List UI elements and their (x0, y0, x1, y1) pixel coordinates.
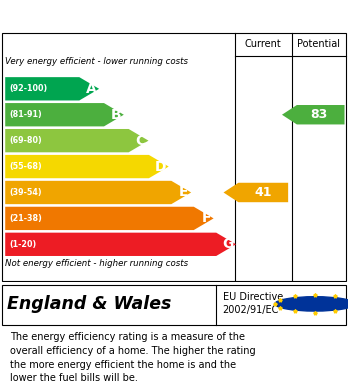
Text: (55-68): (55-68) (9, 162, 42, 171)
Ellipse shape (275, 297, 348, 311)
Text: G: G (222, 237, 233, 251)
Text: B: B (110, 108, 121, 122)
Text: (1-20): (1-20) (9, 240, 37, 249)
Text: Energy Efficiency Rating: Energy Efficiency Rating (10, 9, 232, 23)
Text: (92-100): (92-100) (9, 84, 48, 93)
Text: Not energy efficient - higher running costs: Not energy efficient - higher running co… (5, 258, 188, 267)
Text: Very energy efficient - lower running costs: Very energy efficient - lower running co… (5, 57, 188, 66)
Text: EU Directive
2002/91/EC: EU Directive 2002/91/EC (223, 292, 283, 316)
Text: D: D (155, 160, 166, 174)
Text: (39-54): (39-54) (9, 188, 42, 197)
Text: Current: Current (245, 39, 282, 49)
Text: England & Wales: England & Wales (7, 295, 171, 313)
Polygon shape (5, 233, 236, 256)
Text: (69-80): (69-80) (9, 136, 42, 145)
Text: (81-91): (81-91) (9, 110, 42, 119)
Polygon shape (282, 105, 345, 124)
Text: F: F (201, 212, 211, 225)
Polygon shape (223, 183, 288, 202)
Polygon shape (5, 155, 169, 178)
Polygon shape (5, 77, 99, 100)
Text: A: A (86, 82, 96, 96)
Text: The energy efficiency rating is a measure of the
overall efficiency of a home. T: The energy efficiency rating is a measur… (10, 332, 256, 383)
Text: C: C (135, 134, 146, 148)
Text: E: E (179, 185, 188, 199)
Text: (21-38): (21-38) (9, 214, 42, 223)
Polygon shape (5, 129, 149, 152)
Polygon shape (5, 207, 214, 230)
Text: 83: 83 (310, 108, 327, 121)
Polygon shape (5, 181, 191, 204)
Text: Potential: Potential (298, 39, 340, 49)
Polygon shape (5, 103, 124, 126)
Text: 41: 41 (254, 186, 272, 199)
